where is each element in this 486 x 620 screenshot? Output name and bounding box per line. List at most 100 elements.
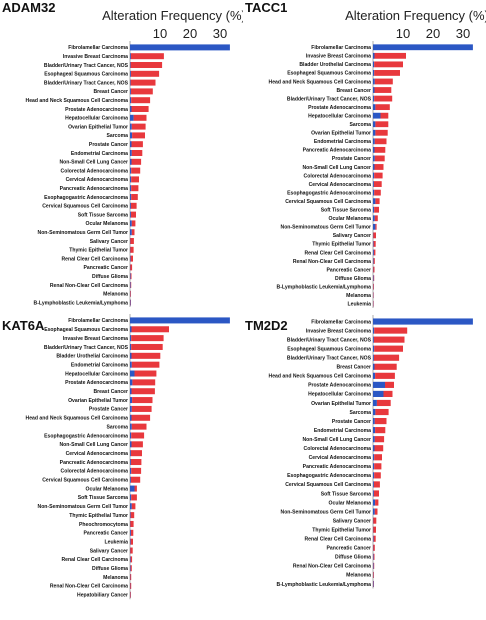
bar-blue-esophagogastric-adenocarcinoma xyxy=(130,194,132,200)
bar-red-ocular-melanoma xyxy=(375,499,379,506)
bar-blue-pancreatic-adenocarcinoma xyxy=(130,459,131,466)
bar-red-prostate-cancer xyxy=(374,155,385,162)
bar-red-melanoma xyxy=(373,571,374,579)
bar-red-pancreatic-cancer xyxy=(130,264,133,271)
bar-red-invasive-breast-carcinoma xyxy=(130,53,164,60)
bar-red-soft-tissue-sarcoma xyxy=(373,490,379,497)
bar-red-non-seminomatous-germ-cell-tumor xyxy=(374,508,378,515)
bar-red-head-and-neck-squamous-cell-carcinoma xyxy=(131,97,151,104)
bar-blue-prostate-adenocarcinoma xyxy=(130,106,132,112)
category-label: Cervical Squamous Cell Carcinoma xyxy=(42,478,128,484)
category-label: Leukemia xyxy=(348,302,372,308)
bar-red-renal-clear-cell-carcinoma xyxy=(373,249,376,256)
category-label: Ovarian Epithelial Tumor xyxy=(311,401,371,407)
bar-blue-fibrolamellar-carcinoma xyxy=(130,317,230,324)
bar-red-ocular-melanoma xyxy=(134,485,137,492)
bar-red-cervical-squamous-cell-carcinoma xyxy=(130,476,141,483)
bar-red-non-seminomatous-germ-cell-tumor xyxy=(131,229,135,236)
bar-red-bladder-urinary-tract-cancer-nos xyxy=(131,343,163,350)
bar-red-colorectal-adenocarcinoma xyxy=(131,167,141,174)
category-label: Renal Clear Cell Carcinoma xyxy=(61,256,128,262)
category-label: Soft Tissue Sarcoma xyxy=(321,208,371,214)
category-label: Breast Cancer xyxy=(336,365,371,371)
bar-blue-soft-tissue-sarcoma xyxy=(130,494,132,501)
bar-red-invasive-breast-carcinoma xyxy=(374,52,406,59)
bar-red-esophagogastric-adenocarcinoma xyxy=(131,194,138,200)
bar-blue-b-lymphoblastic-leukemia-lymphoma xyxy=(373,580,374,588)
category-label: Fibrolamellar Carcinoma xyxy=(311,319,371,325)
category-label: Non-Seminomatous Germ Cell Tumor xyxy=(38,230,128,236)
category-label: Pancreatic Cancer xyxy=(327,267,371,273)
bar-red-thymic-epithelial-tumor xyxy=(130,512,135,519)
bar-red-soft-tissue-sarcoma xyxy=(130,211,136,218)
bar-blue-cervical-squamous-cell-carcinoma xyxy=(373,198,376,205)
bar-blue-esophagogastric-adenocarcinoma xyxy=(130,432,132,439)
category-label: Esophagogastric Adenocarcinoma xyxy=(44,433,128,439)
category-label: Colorectal Adenocarcinoma xyxy=(61,168,129,174)
category-label: Ovarian Epithelial Tumor xyxy=(68,124,128,130)
bar-red-pancreatic-adenocarcinoma xyxy=(131,185,139,192)
category-label: Pancreatic Adenocarcinoma xyxy=(303,464,371,470)
bar-blue-head-and-neck-squamous-cell-carcinoma xyxy=(373,78,375,85)
chart-panel-tm2d2: TM2D2 Fibrolamellar Carcinoma Invasive Bre… xyxy=(243,310,486,620)
category-label: Ocular Melanoma xyxy=(329,216,372,222)
bar-red-invasive-breast-carcinoma xyxy=(131,335,164,342)
bar-blue-colorectal-adenocarcinoma xyxy=(130,467,132,474)
bar-blue-bladder-urothelial-carcinoma xyxy=(130,352,132,359)
category-label: Renal Clear Cell Carcinoma xyxy=(304,250,371,256)
bar-red-colorectal-adenocarcinoma xyxy=(131,467,142,474)
category-label: Thymic Epithelial Tumor xyxy=(312,242,371,248)
category-label: B-Lymphoblastic Leukemia/Lymphoma xyxy=(277,582,372,588)
category-label: Breast Cancer xyxy=(93,89,128,95)
bar-blue-soft-tissue-sarcoma xyxy=(130,211,131,218)
bar-red-breast-cancer xyxy=(130,88,153,95)
bar-blue-sarcoma xyxy=(373,121,376,128)
category-label: Non-Small Cell Lung Cancer xyxy=(60,160,129,166)
bar-red-esophagogastric-adenocarcinoma xyxy=(374,189,381,196)
bar-blue-cervical-squamous-cell-carcinoma xyxy=(130,202,131,209)
chart-panel-kat6a: KAT6A Fibrolamellar Carcinoma Esophageal S… xyxy=(0,310,243,620)
bar-blue-renal-non-clear-cell-carcinoma xyxy=(373,258,374,264)
bar-blue-ovarian-epithelial-tumor xyxy=(130,397,133,404)
bar-blue-sarcoma xyxy=(130,423,132,430)
category-label: Fibrolamellar Carcinoma xyxy=(68,45,128,51)
category-label: Pancreatic Cancer xyxy=(84,265,128,271)
category-label: Prostate Adenocarcinoma xyxy=(65,107,128,113)
bar-red-ocular-melanoma xyxy=(131,220,136,227)
bar-red-head-and-neck-squamous-cell-carcinoma xyxy=(375,372,395,379)
bar-blue-sarcoma xyxy=(130,132,133,139)
category-label: Renal Non-Clear Cell Carcinoma xyxy=(293,259,371,265)
bar-red-cervical-squamous-cell-carcinoma xyxy=(375,198,380,205)
category-label: Cervical Squamous Cell Carcinoma xyxy=(285,482,371,488)
bar-red-sarcoma xyxy=(131,423,147,430)
bar-red-endometrial-carcinoma xyxy=(131,361,160,368)
category-label: Melanoma xyxy=(103,292,128,298)
category-label: Fibrolamellar Carcinoma xyxy=(68,318,128,324)
bar-red-colorectal-adenocarcinoma xyxy=(374,172,383,179)
chart-svg: ADAM32 Alteration Frequency (%) 10 20 30 Fibr… xyxy=(2,0,243,307)
bar-red-endometrial-carcinoma xyxy=(374,138,387,145)
category-label: Hepatocellular Carcinoma xyxy=(65,116,128,122)
bar-blue-cervical-adenocarcinoma xyxy=(373,181,374,187)
bar-red-esophageal-squamous-carcinoma xyxy=(374,70,400,76)
bar-blue-breast-cancer xyxy=(130,388,132,395)
bar-red-sarcoma xyxy=(375,408,389,416)
bar-red-hepatocellular-carcinoma xyxy=(380,112,389,119)
bar-blue-non-small-cell-lung-cancer xyxy=(130,441,132,448)
category-label: Breast Cancer xyxy=(336,88,371,94)
bar-red-hepatocellular-carcinoma xyxy=(134,370,157,377)
x-tick-label: 10 xyxy=(153,26,167,41)
bar-red-sarcoma xyxy=(132,132,145,139)
category-label: Invasive Breast Carcinoma xyxy=(63,336,128,342)
category-label: Hepatocellular Carcinoma xyxy=(308,392,371,398)
bar-red-diffuse-glioma xyxy=(130,565,132,572)
bar-red-pancreatic-cancer xyxy=(373,544,375,551)
category-label: Sarcoma xyxy=(349,122,371,128)
category-label: Bladder/Urinary Tract Cancer, NOS xyxy=(287,356,372,362)
bar-red-pancreatic-cancer xyxy=(130,529,134,536)
chart-title: TACC1 xyxy=(245,0,287,15)
category-label: Pancreatic Adenocarcinoma xyxy=(303,148,371,154)
category-label: Salivary Cancer xyxy=(90,548,128,554)
bar-red-esophagogastric-adenocarcinoma xyxy=(374,472,381,479)
bar-red-hepatocellular-carcinoma xyxy=(133,114,147,121)
